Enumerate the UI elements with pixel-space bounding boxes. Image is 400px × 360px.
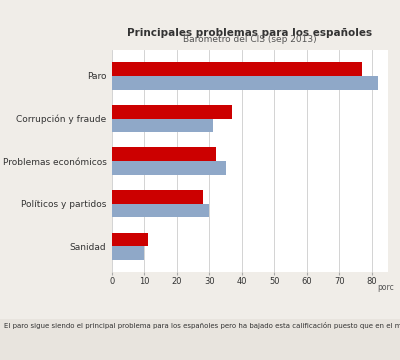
Text: porc: porc [377, 283, 394, 292]
Bar [112, 190, 203, 204]
Legend: Mayo 2013, Septiembre 2013: Mayo 2013, Septiembre 2013 [156, 327, 344, 345]
Bar [112, 246, 144, 260]
Bar [112, 204, 210, 217]
Bar [112, 148, 216, 161]
Bar [112, 161, 226, 175]
Bar [112, 118, 213, 132]
Bar [112, 105, 232, 118]
Bar [112, 233, 148, 246]
Bar [112, 76, 378, 90]
Text: Barómetro del CIS (sep 2013): Barómetro del CIS (sep 2013) [183, 35, 317, 44]
Text: El paro sigue siendo el principal problema para los españoles pero ha bajado est: El paro sigue siendo el principal proble… [4, 322, 400, 329]
Text: Principales problemas para los españoles: Principales problemas para los españoles [128, 28, 372, 38]
Bar [112, 62, 362, 76]
